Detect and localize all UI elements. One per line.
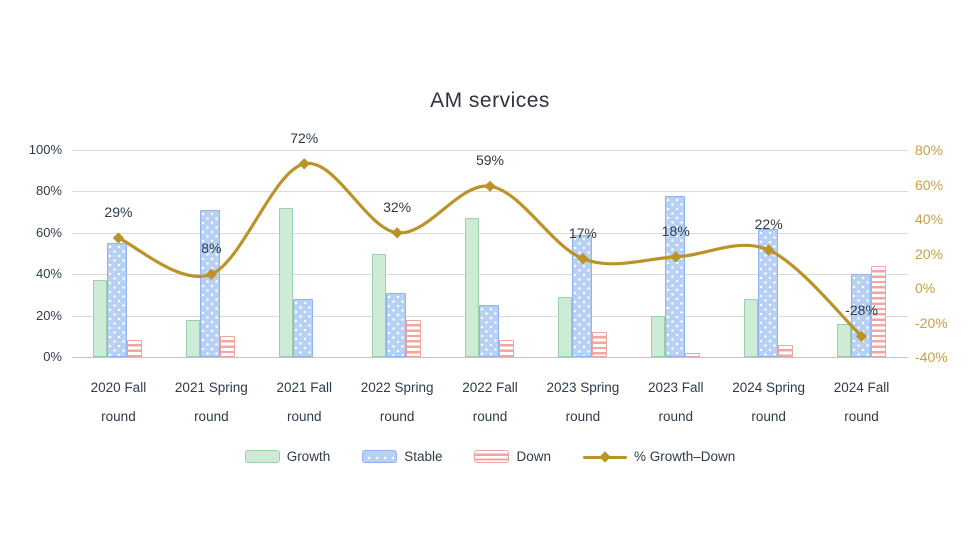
x-axis-label-suffix: round (565, 409, 601, 424)
x-axis-label-suffix: round (379, 409, 415, 424)
bar-down-2021-spring (220, 336, 236, 357)
line-data-label: 17% (568, 224, 597, 241)
gridline (72, 274, 908, 276)
x-axis-label: 2024 Fall (833, 380, 890, 395)
bar-growth-2023-spring (557, 296, 572, 357)
line-data-label: -28% (845, 302, 878, 319)
legend-item-growth: Growth (244, 449, 331, 464)
bar-down-2020-fall (127, 340, 143, 357)
right-axis-tick: 20% (915, 245, 944, 262)
bar-growth-2022-fall (465, 218, 479, 357)
bar-down-2023-fall (684, 352, 700, 357)
legend-item-down: Down (474, 449, 551, 464)
gridline (72, 150, 908, 151)
right-axis-tick: -40% (915, 349, 948, 365)
legend-label-growth-down: % Growth–Down (634, 449, 736, 464)
bar-stable-2023-spring (571, 234, 592, 357)
legend-item-growth-down-line: % Growth–Down (583, 449, 735, 464)
bar-stable-2024-spring (757, 228, 778, 357)
stable-swatch-icon (362, 450, 398, 463)
x-axis-label: 2022 Spring (360, 380, 434, 395)
x-axis-label-suffix: round (844, 409, 879, 424)
bar-down-2022-spring (406, 319, 422, 357)
x-axis-label-suffix: round (286, 409, 322, 424)
bar-down-2022-fall (499, 340, 514, 357)
gridline (72, 232, 908, 234)
right-axis-tick: 60% (915, 176, 944, 193)
x-axis-label-suffix: round (751, 409, 786, 424)
bar-stable-2022-spring (386, 292, 407, 357)
line-data-label: 18% (661, 222, 690, 239)
x-axis-line (72, 357, 908, 358)
left-axis-tick: 100% (28, 142, 62, 157)
legend-label-growth: Growth (286, 449, 331, 464)
bar-stable-2020-fall (107, 243, 128, 357)
bar-down-2023-spring (591, 332, 607, 357)
right-axis-tick: -20% (915, 314, 948, 331)
right-axis-tick: 80% (915, 142, 944, 158)
chart-legend: Growth Stable Down % Growth–Down (0, 449, 980, 464)
gridline (72, 191, 908, 193)
x-axis-label-suffix: round (194, 409, 229, 424)
x-axis-label-suffix: round (472, 409, 508, 424)
right-axis-tick: 40% (915, 211, 944, 227)
left-axis-tick: 0% (43, 349, 62, 364)
bar-growth-2022-spring (372, 253, 387, 357)
bar-growth-2024-spring (743, 299, 758, 357)
chart-title: AM services (430, 89, 550, 112)
bar-growth-2024-fall (836, 323, 851, 357)
legend-label-down: Down (516, 449, 551, 464)
bar-growth-2020-fall (93, 280, 108, 357)
x-axis-label-suffix: round (101, 409, 136, 424)
bar-stable-2022-fall (479, 305, 499, 357)
x-axis-label: 2024 Spring (732, 380, 806, 395)
line-data-label: 72% (290, 129, 319, 146)
legend-label-stable: Stable (404, 449, 443, 464)
line-data-label: 22% (754, 216, 783, 233)
x-axis-label: 2023 Fall (647, 380, 704, 395)
x-axis-label: 2023 Spring (546, 380, 620, 395)
x-axis-label: 2022 Fall (462, 380, 518, 395)
line-data-label: 59% (475, 152, 505, 169)
bar-down-2024-fall (870, 265, 886, 357)
x-axis-label: 2020 Fall (90, 380, 147, 395)
legend-item-stable: Stable (362, 449, 442, 464)
bar-stable-2021-fall (293, 299, 314, 357)
bar-growth-2021-fall (279, 207, 294, 357)
line-data-label: 8% (201, 240, 222, 257)
left-axis-tick: 40% (35, 266, 62, 282)
growth-swatch-icon (244, 450, 280, 463)
line-marker-swatch-icon (583, 450, 627, 464)
bar-stable-2021-spring (200, 210, 221, 357)
bar-growth-2023-fall (650, 315, 665, 357)
right-axis-tick: 0% (915, 280, 936, 296)
left-axis-tick: 80% (35, 183, 62, 199)
left-axis-tick: 60% (35, 224, 62, 240)
bar-growth-2021-spring (186, 319, 201, 357)
x-axis-label-suffix: round (658, 409, 694, 424)
line-data-label: 32% (383, 198, 412, 215)
bar-down-2024-spring (777, 344, 793, 357)
down-swatch-icon (474, 450, 510, 463)
left-axis-tick: 20% (35, 307, 62, 323)
bar-stable-2023-fall (664, 195, 685, 357)
x-axis-label: 2021 Fall (276, 380, 332, 395)
x-axis-label: 2021 Spring (174, 380, 248, 395)
line-data-label: 29% (104, 203, 133, 220)
